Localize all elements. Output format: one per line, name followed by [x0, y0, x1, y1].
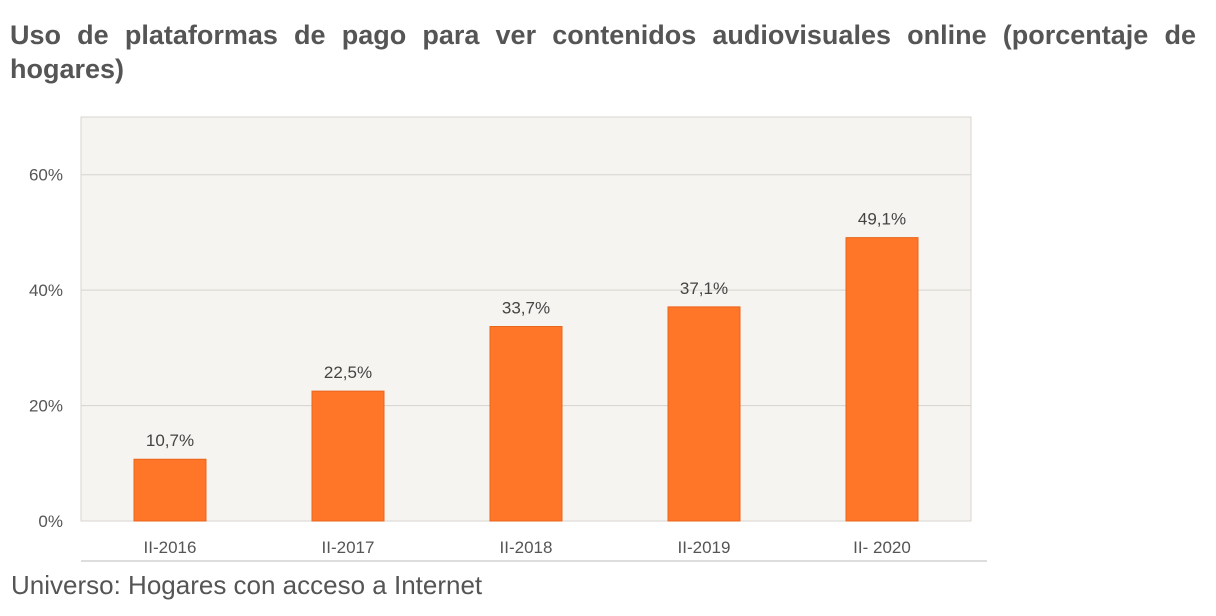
bars	[133, 237, 919, 522]
y-tick-label: 20%	[29, 397, 63, 416]
x-tick-label: II-2019	[678, 538, 731, 557]
data-label: 49,1%	[858, 210, 906, 229]
data-label: 10,7%	[146, 431, 194, 450]
y-tick-label: 60%	[29, 166, 63, 185]
y-tick-label: 40%	[29, 281, 63, 300]
y-tick-label: 0%	[38, 512, 63, 531]
bar	[667, 306, 741, 522]
footnote: Universo: Hogares con acceso a Internet	[11, 570, 483, 600]
data-label: 33,7%	[502, 299, 550, 318]
bar	[845, 237, 919, 522]
data-label: 37,1%	[680, 279, 728, 298]
x-tick-label: II-2018	[500, 538, 553, 557]
x-tick-label: II- 2020	[853, 538, 911, 557]
data-label: 22,5%	[324, 363, 372, 382]
x-tick-label: II-2017	[322, 538, 375, 557]
bar	[133, 458, 207, 522]
x-tick-label: II-2016	[144, 538, 197, 557]
y-axis-ticks: 0% 20% 40% 60%	[29, 166, 63, 531]
bar	[311, 390, 385, 522]
x-axis-ticks: II-2016 II-2017 II-2018 II-2019 II- 2020	[144, 538, 911, 557]
value-labels: 10,7% 22,5% 33,7% 37,1% 49,1%	[146, 210, 906, 451]
chart-title: Uso de plataformas de pago para ver cont…	[10, 20, 1196, 84]
bar	[489, 326, 563, 522]
